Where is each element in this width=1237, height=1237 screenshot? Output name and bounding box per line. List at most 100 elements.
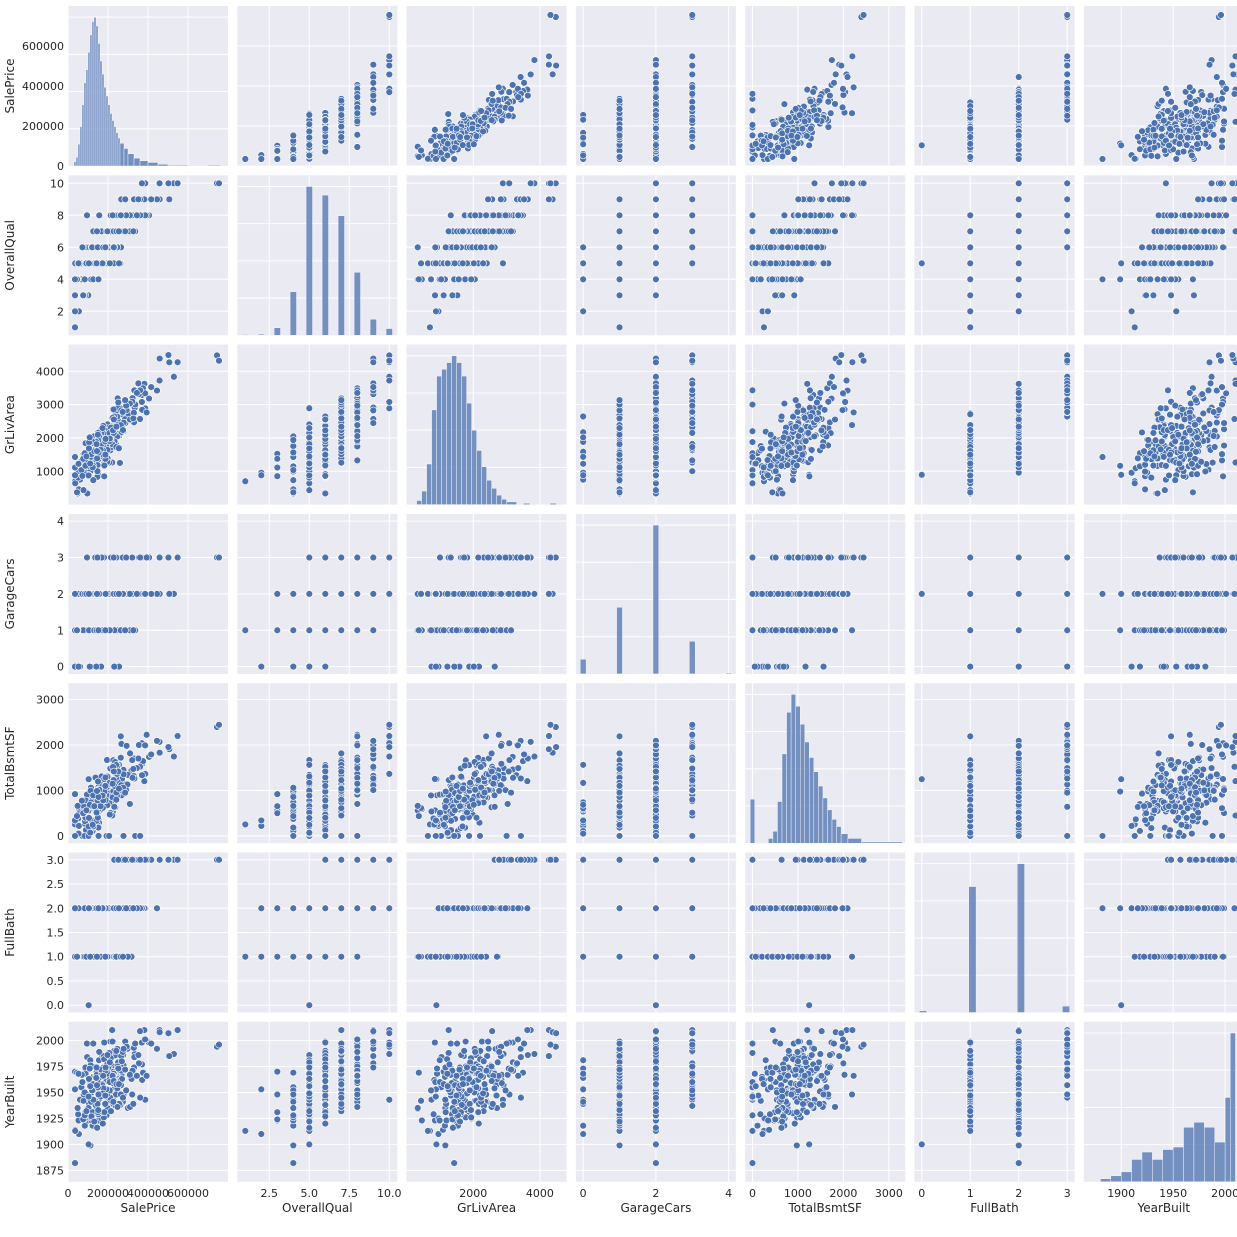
scatter-point xyxy=(337,396,345,404)
scatter-point xyxy=(106,259,114,267)
scatter-point xyxy=(1228,179,1237,188)
scatter-point xyxy=(129,414,138,423)
scatter-point xyxy=(1063,211,1071,220)
scatter-point xyxy=(108,211,117,220)
scatter-point xyxy=(353,401,361,410)
scatter-point xyxy=(1201,467,1210,476)
scatter-point xyxy=(615,323,624,331)
scatter-point xyxy=(966,140,974,148)
scatter-point xyxy=(1182,259,1191,267)
scatter-point xyxy=(688,52,696,61)
histogram-bar xyxy=(496,494,502,505)
scatter-point xyxy=(837,179,845,188)
scatter-point xyxy=(1231,458,1237,467)
scatter-point xyxy=(138,398,146,406)
histogram-bar xyxy=(133,157,141,167)
scatter-point xyxy=(813,116,821,124)
scatter-point xyxy=(552,61,560,70)
scatter-point xyxy=(1063,396,1071,404)
scatter-point xyxy=(133,211,141,220)
scatter-point xyxy=(806,195,814,204)
scatter-point xyxy=(1063,111,1071,120)
scatter-point xyxy=(789,476,797,484)
scatter-point xyxy=(1063,227,1071,236)
scatter-point xyxy=(794,195,803,204)
scatter-point xyxy=(468,124,476,133)
scatter-point xyxy=(1131,323,1139,331)
scatter-point xyxy=(1206,122,1215,131)
scatter-point xyxy=(652,275,660,283)
histogram-bar xyxy=(501,498,507,505)
scatter-point xyxy=(414,243,422,252)
scatter-point xyxy=(477,107,485,115)
histogram-bar xyxy=(73,161,77,167)
scatter-point xyxy=(1146,275,1154,283)
scatter-point xyxy=(101,435,110,443)
scatter-point xyxy=(1154,211,1163,220)
scatter-point xyxy=(1200,227,1209,236)
scatter-point xyxy=(1228,61,1237,70)
scatter-point xyxy=(1211,114,1219,122)
scatter-point xyxy=(837,61,845,70)
scatter-point xyxy=(966,107,974,115)
scatter-point xyxy=(688,11,696,19)
scatter-point xyxy=(71,307,79,315)
scatter-point xyxy=(321,426,329,435)
scatter-point xyxy=(579,460,587,468)
scatter-point xyxy=(495,227,503,236)
scatter-point xyxy=(484,195,492,204)
scatter-point xyxy=(774,143,782,152)
scatter-point xyxy=(524,91,532,100)
histogram-bar xyxy=(446,362,452,505)
scatter-point xyxy=(1138,428,1146,437)
scatter-point xyxy=(1219,472,1227,481)
scatter-point xyxy=(1015,422,1023,431)
scatter-point xyxy=(1199,409,1207,418)
scatter-point xyxy=(813,243,821,252)
scatter-point xyxy=(1150,259,1159,267)
scatter-point xyxy=(966,275,974,283)
scatter-point xyxy=(1063,179,1071,188)
scatter-point xyxy=(353,432,361,440)
scatter-point xyxy=(1200,108,1209,116)
scatter-point xyxy=(489,227,497,236)
scatter-point xyxy=(615,488,624,497)
scatter-point xyxy=(1166,410,1174,419)
histogram-bar xyxy=(115,132,119,167)
scatter-point xyxy=(1168,259,1176,267)
scatter-point xyxy=(966,133,974,141)
scatter-point xyxy=(966,459,974,468)
scatter-point xyxy=(431,291,439,299)
scatter-point xyxy=(1231,52,1237,61)
scatter-point xyxy=(1194,259,1202,267)
scatter-point xyxy=(369,419,377,427)
scatter-point xyxy=(1171,437,1179,446)
scatter-point xyxy=(848,358,857,366)
scatter-point xyxy=(1211,227,1219,236)
scatter-point xyxy=(966,211,974,220)
scatter-point xyxy=(94,275,103,283)
scatter-point xyxy=(766,430,775,439)
scatter-point xyxy=(1172,307,1180,315)
scatter-point xyxy=(1194,440,1202,448)
scatter-point xyxy=(804,227,812,236)
scatter-point xyxy=(1063,105,1071,113)
scatter-point xyxy=(385,11,393,19)
scatter-point xyxy=(824,211,833,220)
scatter-point xyxy=(173,179,182,188)
scatter-point xyxy=(488,90,496,98)
scatter-point xyxy=(305,404,313,412)
scatter-point xyxy=(1177,227,1186,236)
panel-SalePrice-vs-YearBuilt xyxy=(1083,6,1237,167)
scatter-point xyxy=(1136,145,1144,153)
scatter-point xyxy=(1131,479,1139,487)
scatter-point xyxy=(1209,408,1218,416)
scatter-point xyxy=(71,471,79,479)
scatter-point xyxy=(1217,11,1225,19)
scatter-point xyxy=(369,61,377,69)
scatter-point xyxy=(802,437,810,445)
scatter-point xyxy=(472,132,481,140)
scatter-point xyxy=(321,415,329,424)
scatter-point xyxy=(432,307,440,315)
scatter-point xyxy=(768,488,777,497)
